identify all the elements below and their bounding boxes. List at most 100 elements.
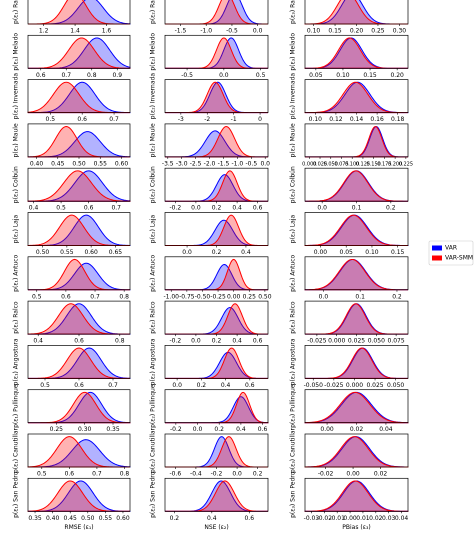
x-tick-label: 0.50 (72, 160, 86, 167)
x-tick-label: 0.05 (309, 72, 323, 79)
x-tick-label: 0.6 (253, 338, 263, 345)
x-tick-label: 0.25 (371, 28, 385, 35)
axes-frame (27, 0, 131, 25)
y-axis-label: p(ε₃) Antuco (290, 254, 297, 291)
axes-frame (164, 79, 269, 113)
x-tick-label: 0.0 (219, 72, 229, 79)
x-tick-label: 0.6 (61, 293, 71, 300)
x-tick-label: 0.8 (87, 72, 97, 79)
legend-swatch (432, 245, 442, 251)
x-tick-label: 1.2 (39, 28, 49, 35)
x-tick-label: 0.025 (348, 338, 365, 345)
x-tick-label: 0.5 (32, 293, 42, 300)
density-curve (27, 37, 131, 69)
axes-frame (164, 123, 269, 158)
x-tick-label: 0.8 (119, 293, 129, 300)
x-tick-label: 0.00 (320, 426, 334, 433)
x-tick-label: 0.6 (36, 72, 46, 79)
x-tick-label: 0.7 (109, 116, 119, 123)
x-tick-label: -3.0 (176, 160, 188, 167)
x-tick-label: 0.40 (46, 515, 60, 522)
y-axis-label: p(ε₁) San Pedro (13, 471, 20, 517)
x-tick-label: 0.50 (36, 249, 50, 256)
x-tick-label: 0.4 (236, 426, 246, 433)
density-curve (165, 0, 268, 25)
y-axis-label: p(ε₁) Invernada (13, 73, 20, 120)
y-axis-label: p(ε₃) Maule (290, 123, 297, 157)
y-axis-label: p(ε₁) Melado (13, 33, 20, 71)
x-tick-label: 0.025 (313, 161, 327, 167)
x-tick-label: 0.4 (221, 382, 231, 389)
x-tick-label: 0.02 (369, 515, 383, 522)
x-tick-label: -0.25 (210, 293, 226, 300)
x-tick-label: 0.5 (256, 72, 266, 79)
x-tick-label: 0.075 (388, 338, 405, 345)
legend-label: VAR (445, 245, 457, 252)
x-tick-label: 0.0 (253, 28, 263, 35)
x-tick-label: 0.2 (212, 205, 222, 212)
axes-frame (164, 345, 269, 379)
density-curve (27, 170, 131, 202)
x-tick-label: 0.25 (50, 426, 64, 433)
x-tick-label: 0.6 (77, 116, 87, 123)
x-tick-label: 0.30 (393, 28, 407, 35)
x-tick-label: 0.6 (244, 515, 254, 522)
x-tick-label: 0.050 (387, 382, 404, 389)
density-curve (305, 126, 408, 158)
density-curve (165, 37, 268, 69)
y-axis-label: p(ε₃) Angostura (290, 338, 297, 385)
x-tick-label: 0.0 (193, 426, 203, 433)
x-tick-label: 0.2 (212, 249, 222, 256)
x-tick-label: 0.55 (99, 515, 113, 522)
x-tick-label: -3 (178, 116, 184, 123)
x-tick-label: 0.225 (399, 161, 413, 167)
x-tick-label: 0.00 (227, 293, 241, 300)
axes-frame (27, 389, 131, 424)
x-tick-label: 0.2 (197, 382, 207, 389)
axes-frame (27, 212, 131, 246)
y-axis-label: p(ε₂) Antuco (150, 254, 157, 291)
x-tick-label: -0.02 (317, 515, 333, 522)
y-axis-label: p(ε₁) Rapel (13, 0, 20, 24)
x-tick-label: -0.5 (226, 28, 238, 35)
x-tick-label: 0.4 (207, 515, 217, 522)
x-tick-label: -0.025 (307, 338, 327, 345)
x-axis-label: NSE (ε₂) (204, 524, 228, 531)
x-tick-label: -0.5 (181, 72, 193, 79)
x-tick-label: 0.5 (46, 116, 56, 123)
axes-frame (304, 123, 409, 158)
x-tick-label: 0.100 (345, 161, 359, 167)
x-tick-label: 0.050 (324, 161, 338, 167)
y-axis-label: p(ε₁) Angostura (13, 338, 20, 385)
x-tick-label: 0.50 (81, 515, 95, 522)
y-axis-label: p(ε₃) Ralco (290, 301, 297, 334)
x-tick-label: 0.04 (379, 426, 393, 433)
density-curve (304, 81, 408, 114)
x-tick-label: 0.0 (191, 205, 201, 212)
x-tick-label: 0.5 (56, 205, 66, 212)
x-tick-label: -2.0 (204, 160, 216, 167)
x-tick-label: 0.25 (243, 293, 257, 300)
x-tick-label: -0.5 (245, 160, 257, 167)
y-axis-label: p(ε₁) Colbún (13, 166, 20, 203)
x-tick-label: -0.2 (170, 426, 182, 433)
axes-frame (164, 256, 269, 291)
x-tick-label: -1.5 (218, 160, 230, 167)
x-tick-label: 0.55 (60, 249, 74, 256)
x-tick-label: 0.4 (33, 338, 43, 345)
x-tick-label: 0.6 (253, 205, 263, 212)
density-curve (305, 126, 408, 158)
x-tick-label: 0.03 (382, 515, 396, 522)
x-tick-label: -3.5 (162, 160, 174, 167)
axes-frame (27, 477, 131, 512)
x-tick-label: 0.10 (309, 116, 323, 123)
x-tick-label: 0.6 (245, 382, 255, 389)
density-curve (305, 303, 408, 335)
y-axis-label: p(ε₁) Pullinque (13, 384, 20, 428)
x-tick-label: 0.6 (74, 338, 84, 345)
y-axis-label: p(ε₁) Maule (13, 123, 20, 157)
x-tick-label: 0.0 (317, 205, 327, 212)
x-tick-label: 0.6 (74, 382, 84, 389)
axes-frame (164, 477, 269, 512)
